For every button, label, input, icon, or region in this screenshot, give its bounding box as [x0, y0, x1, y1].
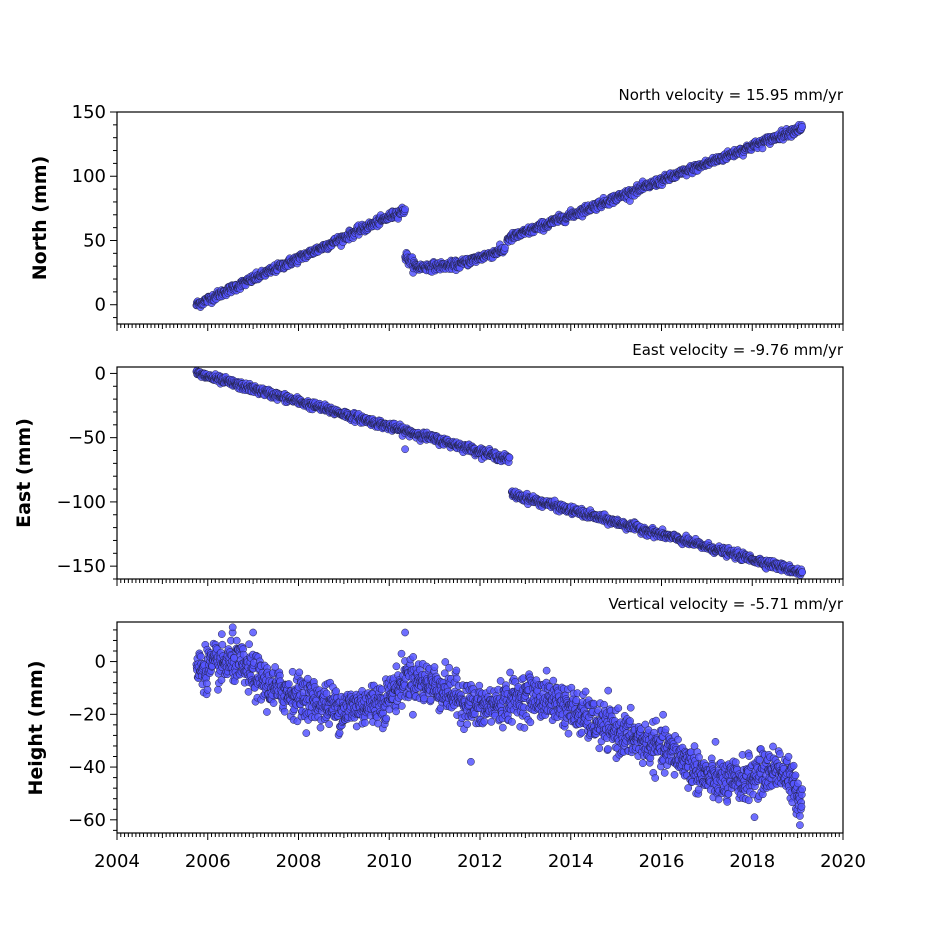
- y-tick-label: −150: [57, 556, 106, 577]
- data-point: [409, 710, 417, 719]
- data-point: [798, 568, 807, 576]
- data-point: [284, 680, 293, 688]
- north-panel: North velocity = 15.95 mm/yr North (mm) …: [29, 86, 844, 331]
- data-point: [332, 687, 340, 696]
- data-point: [505, 453, 514, 462]
- data-point: [798, 123, 807, 131]
- y-tick-label: 50: [83, 230, 106, 251]
- east-y-axis-label: East (mm): [13, 418, 35, 528]
- data-point: [526, 718, 535, 727]
- data-point: [520, 724, 529, 732]
- y-tick-label: 150: [72, 102, 106, 123]
- data-point: [604, 686, 613, 695]
- data-point: [595, 744, 604, 753]
- data-point: [217, 630, 226, 638]
- data-point: [463, 720, 472, 729]
- data-point: [572, 696, 581, 705]
- east-points: [192, 367, 807, 579]
- data-point: [361, 718, 369, 727]
- y-tick-label: −100: [57, 492, 106, 513]
- height-y-axis-label: Height (mm): [25, 660, 47, 795]
- data-point: [325, 720, 333, 729]
- data-point: [401, 445, 409, 454]
- data-point: [487, 718, 496, 726]
- data-point: [426, 696, 435, 704]
- east-panel: East velocity = -9.76 mm/yr East (mm) 0 −…: [13, 341, 844, 586]
- data-point: [409, 653, 418, 661]
- height-panel-title: Vertical velocity = -5.71 mm/yr: [608, 595, 843, 613]
- y-tick-label: −50: [68, 428, 106, 449]
- data-point: [382, 714, 391, 723]
- data-point: [232, 636, 241, 645]
- data-point: [445, 663, 453, 672]
- height-panel: Vertical velocity = -5.71 mm/yr Height (…: [25, 595, 866, 872]
- data-point: [263, 708, 271, 716]
- data-point: [506, 668, 514, 677]
- data-point: [508, 718, 516, 726]
- data-point: [452, 674, 461, 683]
- data-point: [694, 785, 703, 794]
- data-point: [217, 676, 226, 684]
- data-point: [638, 759, 647, 768]
- data-point: [542, 666, 551, 675]
- data-point: [214, 685, 222, 694]
- data-point: [392, 707, 400, 716]
- data-point: [430, 663, 439, 671]
- data-point: [661, 725, 670, 734]
- north-y-axis-label: North (mm): [29, 156, 51, 281]
- y-tick-label: 0: [95, 363, 106, 384]
- y-tick-label: 0: [95, 295, 106, 316]
- height-points: [192, 623, 807, 829]
- data-point: [316, 723, 325, 732]
- data-point: [397, 702, 406, 710]
- data-point: [626, 717, 634, 725]
- north-points: [192, 121, 807, 311]
- data-point: [401, 205, 409, 214]
- data-point: [335, 729, 344, 737]
- data-point: [652, 716, 660, 725]
- data-point: [564, 729, 573, 738]
- data-point: [695, 753, 703, 762]
- east-panel-title: East velocity = -9.76 mm/yr: [632, 341, 844, 359]
- data-point: [581, 687, 590, 696]
- data-point: [197, 652, 205, 661]
- data-point: [549, 676, 558, 685]
- data-point: [295, 668, 304, 677]
- data-point: [498, 723, 507, 732]
- data-point: [218, 640, 227, 649]
- y-tick-label: 100: [72, 166, 106, 187]
- data-point: [614, 704, 623, 713]
- data-point: [302, 729, 311, 737]
- north-panel-title: North velocity = 15.95 mm/yr: [619, 86, 844, 104]
- data-point: [626, 703, 635, 712]
- data-point: [480, 717, 489, 726]
- data-point: [280, 707, 289, 716]
- data-point: [660, 769, 669, 777]
- data-point: [392, 662, 401, 671]
- data-point: [244, 687, 253, 696]
- data-point: [674, 735, 682, 744]
- data-point: [203, 685, 212, 694]
- data-point: [501, 243, 509, 252]
- data-point: [670, 770, 679, 779]
- data-point: [245, 640, 253, 649]
- data-point: [475, 681, 484, 690]
- data-point: [758, 144, 767, 153]
- data-point: [271, 663, 279, 671]
- data-point: [452, 666, 461, 675]
- data-point: [397, 649, 406, 658]
- data-point: [651, 774, 660, 782]
- data-point: [269, 699, 278, 707]
- data-point: [659, 710, 667, 719]
- data-point: [604, 745, 612, 753]
